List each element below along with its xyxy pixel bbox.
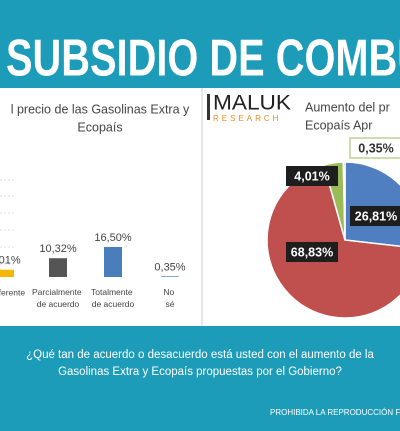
data-label: 26,81% (355, 209, 397, 223)
question-line: ¿Qué tan de acuerdo o desacuerdo está us… (26, 349, 374, 361)
label-box (350, 206, 400, 226)
chart-title: Ecopaís (77, 120, 122, 134)
chart-title: Ecopaís Apr (305, 118, 372, 132)
x-tick-label: No sé (163, 287, 176, 309)
chart-title: Aumento del pr (305, 100, 390, 114)
bar (104, 246, 122, 277)
label-box (286, 166, 338, 186)
x-tick-label: Totalmente de acuerdo (91, 287, 135, 309)
data-label: 0,35% (154, 261, 185, 273)
data-label: 4,01% (294, 169, 329, 183)
footer-note: PROHIBIDA LA REPRODUCCIÓN F (270, 408, 400, 417)
label-box (286, 242, 338, 262)
banner-title: SUBSIDIO DE COMBU (6, 30, 400, 88)
chart-title: l precio de las Gasolinas Extra y (11, 102, 190, 116)
data-label: 0,35% (358, 141, 393, 155)
logo-bar (207, 94, 210, 120)
logo-name: MALUK (213, 92, 291, 115)
bar (0, 269, 14, 277)
label-box (349, 137, 400, 159)
data-label: 4,01% (0, 255, 21, 267)
logo-sub: RESEARCH (213, 114, 281, 123)
pie-slice (266, 163, 400, 319)
bar (49, 258, 67, 277)
question-line: Gasolinas Extra y Ecopaís propuestas por… (58, 366, 342, 378)
data-label: 10,32% (39, 243, 77, 255)
x-tick-label: Parcialmente de acuerdo (32, 287, 84, 309)
pie-slice (342, 161, 346, 241)
bar (161, 276, 179, 277)
x-tick-label: Indiferente (0, 287, 25, 297)
data-label: 16,50% (94, 232, 132, 244)
data-label: 68,83% (291, 245, 333, 259)
